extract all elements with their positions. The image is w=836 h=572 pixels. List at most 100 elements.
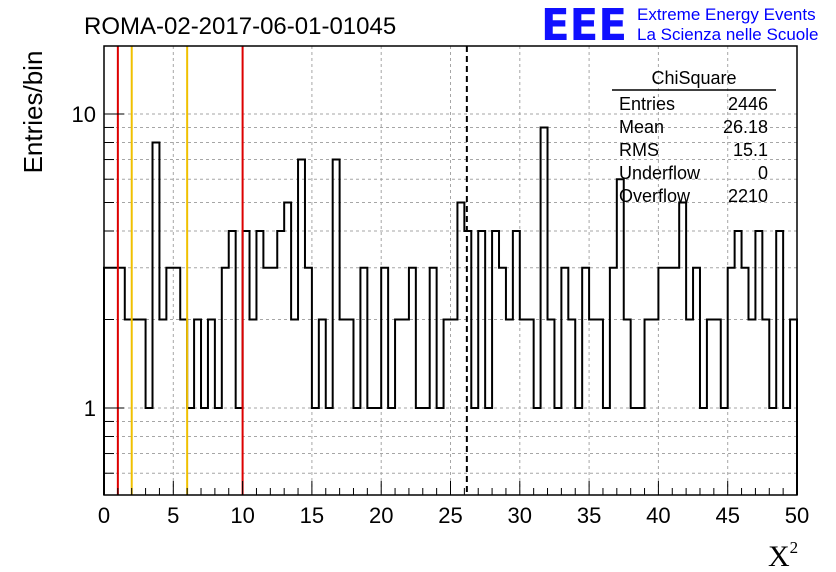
x-tick-label: 10 xyxy=(230,503,254,528)
histogram-bin xyxy=(700,408,707,495)
x-tick-label: 35 xyxy=(577,503,601,528)
histogram-bin xyxy=(388,408,395,495)
stats-row-value: 15.1 xyxy=(733,140,768,160)
histogram-bin xyxy=(769,408,776,495)
histogram-bin xyxy=(451,319,458,495)
histogram-bin xyxy=(783,408,790,495)
brand-line-2: La Scienza nelle Scuole xyxy=(637,25,818,44)
histogram-bin xyxy=(457,203,464,495)
x-tick-label: 25 xyxy=(438,503,462,528)
x-tick-label: 50 xyxy=(785,503,809,528)
stats-row-value: 0 xyxy=(758,163,768,183)
histogram-bin xyxy=(381,268,388,495)
histogram-bin xyxy=(139,319,146,495)
histogram-bin xyxy=(790,319,797,495)
histogram-bin xyxy=(610,268,617,495)
histogram-bin xyxy=(277,231,284,495)
tick-labels: 0 5 10 15 20 25 30 35 40 45 50 1 10 xyxy=(72,102,810,528)
reference-lines xyxy=(116,46,468,495)
axis-ticks xyxy=(103,113,798,495)
histogram-bin xyxy=(651,319,658,495)
x-tick-label: 40 xyxy=(646,503,670,528)
histogram-bin xyxy=(201,408,208,495)
y-tick-label: 10 xyxy=(72,102,96,127)
histogram-bin xyxy=(554,408,561,495)
histogram-bin xyxy=(104,268,111,495)
histogram-bin xyxy=(748,319,755,495)
histogram-bin xyxy=(527,319,534,495)
chart-title: ROMA-02-2017-06-01-01045 xyxy=(84,13,396,40)
eee-logo: EEE xyxy=(541,0,627,51)
histogram-bin xyxy=(125,319,132,495)
histogram-bin xyxy=(353,408,360,495)
histogram-bin xyxy=(333,160,340,495)
histogram-outline xyxy=(103,126,798,495)
stats-row-value: 2446 xyxy=(728,94,768,114)
histogram-bin xyxy=(638,408,645,495)
histogram-bin xyxy=(347,319,354,495)
histogram-bin xyxy=(263,268,270,495)
histogram-bin xyxy=(755,231,762,495)
histogram-bin xyxy=(721,408,728,495)
histogram-bin xyxy=(506,319,513,495)
histogram-bin xyxy=(735,231,742,495)
histogram-bin xyxy=(776,231,783,495)
histogram-bin xyxy=(686,319,693,495)
histogram-bin xyxy=(236,408,243,495)
stats-row-label: Mean xyxy=(619,117,664,137)
histogram-bin xyxy=(395,319,402,495)
histogram-bin xyxy=(693,268,700,495)
x-tick-label: 45 xyxy=(715,503,739,528)
histogram-bin xyxy=(312,408,319,495)
histogram-bin xyxy=(520,319,527,495)
histogram-bin xyxy=(298,160,305,495)
histogram-bin xyxy=(118,268,125,495)
histogram-bin xyxy=(603,408,610,495)
histogram-bin xyxy=(444,319,451,495)
histogram-bin xyxy=(645,319,652,495)
stats-row-value: 26.18 xyxy=(723,117,768,137)
histogram-bin xyxy=(714,319,721,495)
x-tick-label: 20 xyxy=(369,503,393,528)
histogram-bin xyxy=(270,268,277,495)
histogram-bin xyxy=(222,268,229,495)
histogram-series xyxy=(103,126,798,495)
histogram-bin xyxy=(672,268,679,495)
histogram-bin xyxy=(499,268,506,495)
histogram-bin xyxy=(243,231,250,495)
histogram-bin xyxy=(305,268,312,495)
histogram-bin xyxy=(250,319,257,495)
histogram-bin xyxy=(256,231,263,495)
histogram-bin xyxy=(762,319,769,495)
histogram-bin xyxy=(229,231,236,495)
x-axis-label-base: X xyxy=(768,540,790,572)
histogram-bin xyxy=(187,408,194,495)
histogram-bin xyxy=(541,127,548,495)
stats-row-label: Entries xyxy=(619,94,675,114)
histogram-bin xyxy=(374,408,381,495)
histogram-bin xyxy=(485,408,492,495)
histogram-bin xyxy=(534,408,541,495)
histogram-bin xyxy=(430,268,437,495)
y-axis-label: Entries/bin xyxy=(18,51,48,174)
histogram-bin xyxy=(132,319,139,495)
brand-line-1: Extreme Energy Events xyxy=(637,5,816,24)
x-tick-label: 30 xyxy=(508,503,532,528)
histogram-bin xyxy=(215,408,222,495)
histogram-bin xyxy=(208,319,215,495)
histogram-bin xyxy=(707,319,714,495)
histogram-bin xyxy=(582,268,589,495)
histogram-bin xyxy=(153,142,160,495)
histogram-bin xyxy=(596,319,603,495)
histogram-bin xyxy=(409,268,416,495)
stats-row-value: 2210 xyxy=(728,186,768,206)
histogram-bin xyxy=(617,179,624,495)
x-axis-label: X2 xyxy=(768,538,798,572)
histogram-bin xyxy=(340,319,347,495)
x-tick-label: 0 xyxy=(98,503,110,528)
histogram-bin xyxy=(575,408,582,495)
x-tick-label: 15 xyxy=(300,503,324,528)
histogram-bin xyxy=(291,319,298,495)
x-tick-label: 5 xyxy=(167,503,179,528)
